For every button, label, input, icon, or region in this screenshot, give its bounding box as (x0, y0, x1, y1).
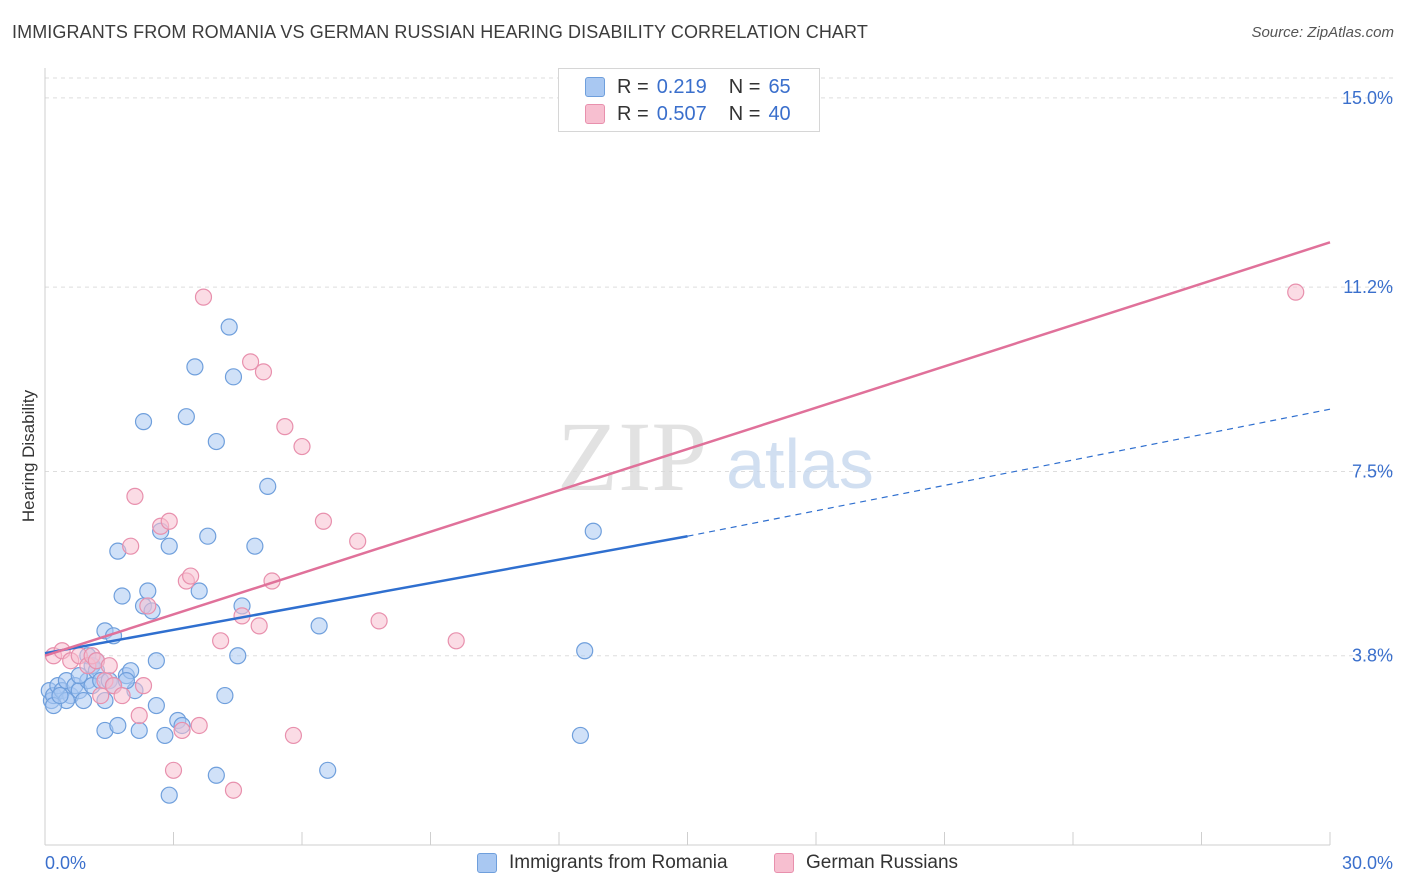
series-legend: Immigrants from Romania German Russians (0, 852, 1406, 878)
point-german-russians (139, 597, 157, 615)
legend-swatch-german-russians (774, 853, 794, 873)
point-romania (229, 647, 247, 665)
correlation-legend: R = 0.219 N = 65 R = 0.507 N = 40 (558, 68, 820, 132)
point-romania (160, 537, 178, 555)
x-tick-label: 30.0% (1342, 853, 1393, 873)
y-axis-label: Hearing Disability (19, 389, 38, 522)
legend-swatch-romania (477, 853, 497, 873)
point-german-russians (370, 612, 388, 630)
y-tick-label: 15.0% (1342, 88, 1393, 108)
point-romania (147, 696, 165, 715)
point-german-russians (126, 487, 144, 505)
point-german-russians (349, 532, 367, 550)
point-romania (160, 786, 178, 804)
trend-line-german-russians (44, 241, 1331, 657)
chart-title: IMMIGRANTS FROM ROMANIA VS GERMAN RUSSIA… (12, 22, 868, 42)
source-label: Source: ZipAtlas.com (1251, 24, 1394, 41)
point-german-russians (242, 353, 260, 371)
point-romania (190, 582, 208, 600)
point-romania (259, 477, 277, 496)
point-romania (139, 582, 157, 600)
y-tick-label: 7.5% (1352, 461, 1393, 481)
point-german-russians (113, 686, 131, 705)
y-tick-label: 11.2% (1343, 277, 1393, 297)
point-romania (571, 726, 590, 745)
point-german-russians (447, 632, 465, 650)
n-label: N = (728, 102, 761, 125)
data-points (40, 283, 1305, 804)
point-german-russians (284, 726, 303, 745)
point-romania (584, 522, 602, 540)
n-value: 40 (768, 102, 791, 125)
point-german-russians (254, 363, 273, 381)
legend-row-german-russians: R = 0.507 N = 40 (585, 102, 791, 126)
point-german-russians (130, 706, 148, 725)
legend-label-romania: Immigrants from Romania (509, 852, 728, 873)
point-german-russians (250, 617, 268, 635)
legend-item-german-russians: German Russians (774, 852, 958, 874)
r-value: 0.507 (656, 102, 707, 125)
tick-labels: 3.8% 7.5% 11.2% 15.0% 0.0% 30.0% (45, 88, 1393, 873)
point-romania (224, 368, 243, 386)
point-romania (246, 537, 264, 555)
point-romania (113, 587, 131, 605)
point-romania (186, 358, 204, 376)
point-romania (576, 642, 594, 660)
x-tick-label: 0.0% (45, 853, 86, 873)
point-romania (199, 527, 217, 545)
point-german-russians (100, 657, 118, 675)
point-german-russians (164, 761, 183, 779)
r-label: R = (617, 75, 649, 98)
point-romania (156, 726, 174, 745)
trend-line-romania (44, 534, 688, 655)
legend-label-german-russians: German Russians (806, 852, 959, 873)
legend-row-romania: R = 0.219 N = 65 (585, 75, 791, 99)
watermark-atlas: atlas (726, 425, 874, 503)
point-romania (216, 686, 234, 705)
y-tick-label: 3.8% (1352, 646, 1393, 666)
point-german-russians (122, 537, 140, 555)
n-label: N = (728, 75, 761, 98)
watermark-zip: ZIP (557, 401, 707, 512)
legend-item-romania: Immigrants from Romania (477, 852, 728, 874)
point-romania (51, 686, 69, 705)
point-romania (74, 691, 93, 710)
point-german-russians (314, 512, 333, 530)
trend-lines (44, 241, 1331, 657)
point-german-russians (276, 418, 294, 436)
point-romania (177, 408, 195, 426)
point-german-russians (173, 721, 191, 740)
point-romania (220, 318, 238, 336)
legend-swatch-german-russians (585, 104, 605, 124)
point-romania (109, 716, 127, 735)
point-german-russians (224, 781, 243, 799)
point-german-russians (160, 512, 178, 530)
axes (44, 68, 1331, 846)
point-german-russians (293, 437, 311, 456)
point-romania (319, 761, 337, 779)
point-romania (130, 721, 148, 740)
point-romania (310, 617, 328, 635)
point-romania (147, 652, 165, 670)
point-german-russians (134, 677, 153, 695)
point-romania (207, 432, 225, 451)
legend-swatch-romania (585, 77, 605, 97)
point-german-russians (212, 632, 230, 650)
point-romania (207, 766, 225, 784)
r-value: 0.219 (656, 75, 707, 98)
point-german-russians (190, 716, 208, 735)
point-german-russians (1287, 283, 1305, 301)
point-german-russians (182, 567, 200, 585)
point-german-russians (194, 288, 213, 306)
point-romania (134, 413, 153, 431)
n-value: 65 (768, 75, 791, 98)
r-label: R = (617, 102, 649, 125)
